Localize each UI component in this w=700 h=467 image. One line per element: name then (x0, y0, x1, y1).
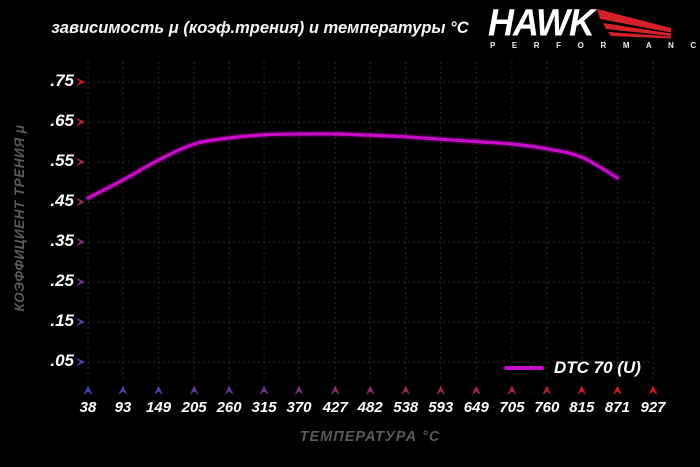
x-tick-label: 205 (181, 399, 207, 416)
x-tick-label: 93 (114, 399, 132, 416)
hawk-wing-icon (597, 9, 671, 39)
x-tick-label: 538 (393, 399, 419, 416)
wing-stripe (603, 23, 671, 36)
wing-stripe (608, 32, 671, 39)
y-tick-label: .55 (50, 151, 74, 170)
y-tick-label: .35 (50, 231, 74, 250)
legend-line-swatch (504, 366, 544, 370)
x-tick-label: 427 (322, 399, 348, 416)
x-tick-label: 482 (357, 399, 383, 416)
x-tick-label: 149 (146, 399, 172, 416)
logo-subtext: P E R F O R M A N C E (490, 41, 700, 50)
x-tick-label: 927 (640, 399, 666, 416)
hawk-logo: HAWK P E R F O R M A N C E (488, 0, 700, 50)
logo-brand-text: HAWK (488, 0, 595, 45)
chart-title: зависимость μ (коэф.трения) и температур… (51, 19, 469, 37)
x-tick-label: 593 (428, 399, 454, 416)
x-tick-label: 260 (216, 399, 242, 416)
x-tick-label: 871 (604, 399, 630, 416)
y-tick-label: .75 (50, 71, 74, 90)
x-tick-label: 38 (79, 399, 97, 416)
x-tick-label: 760 (534, 399, 560, 416)
x-tick-label: 815 (569, 399, 595, 416)
x-tick-label: 705 (499, 399, 525, 416)
x-tick-label: 370 (286, 399, 312, 416)
x-tick-label: 649 (463, 399, 489, 416)
y-tick-label: .45 (50, 191, 74, 210)
wing-stripe (597, 9, 671, 33)
x-axis-title: ТЕМПЕРАТУРА °C (299, 429, 441, 445)
logo-row: HAWK (488, 0, 688, 45)
y-tick-label: .05 (50, 351, 74, 370)
x-tick-label: 315 (251, 399, 277, 416)
legend: DTC 70 (U) (504, 358, 641, 378)
y-tick-label: .15 (50, 311, 74, 330)
y-tick-label: .65 (50, 111, 74, 130)
legend-label: DTC 70 (U) (554, 358, 641, 377)
y-tick-label: .25 (50, 271, 74, 290)
